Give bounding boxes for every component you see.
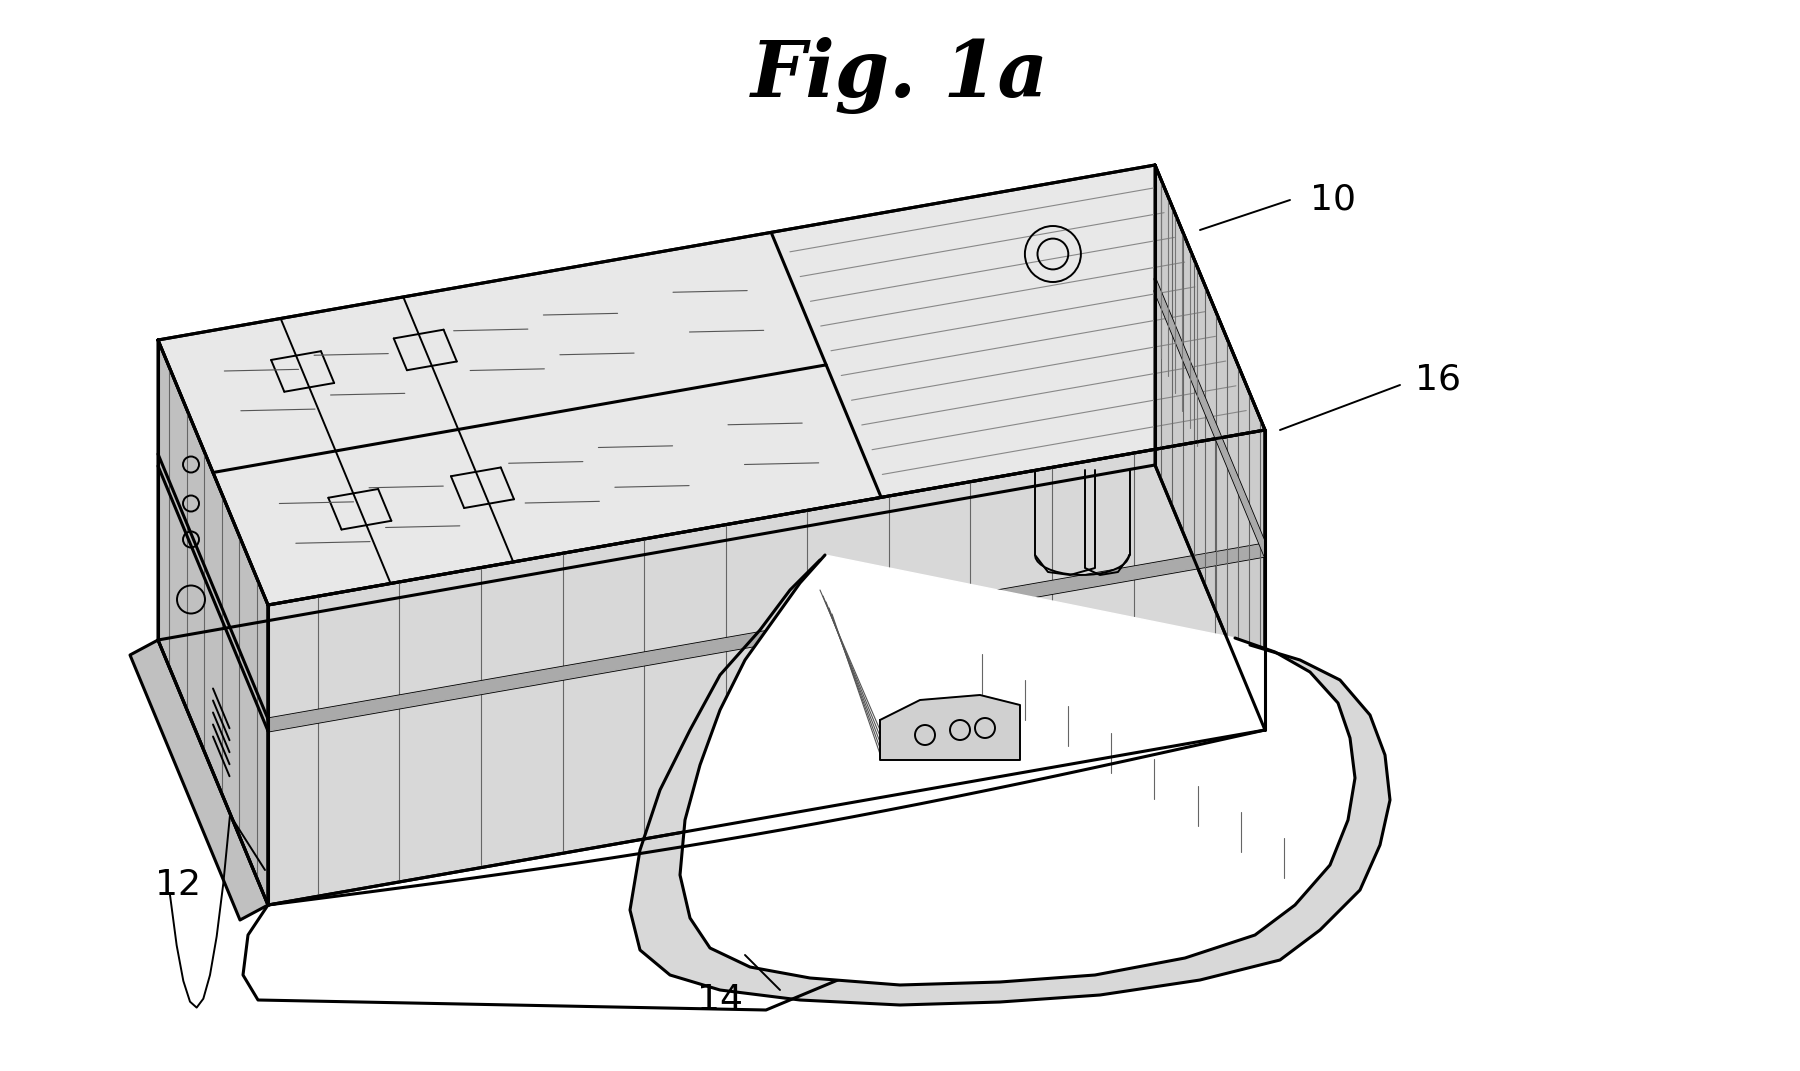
Text: 14: 14 bbox=[697, 983, 743, 1017]
Text: 12: 12 bbox=[155, 868, 202, 902]
Text: Fig. 1a: Fig. 1a bbox=[751, 36, 1049, 114]
Polygon shape bbox=[1156, 165, 1265, 730]
Text: 16: 16 bbox=[1415, 363, 1462, 397]
Polygon shape bbox=[158, 340, 268, 905]
Polygon shape bbox=[268, 429, 1265, 905]
Polygon shape bbox=[130, 640, 268, 920]
Text: 10: 10 bbox=[1310, 183, 1355, 217]
Polygon shape bbox=[630, 560, 1390, 1005]
Polygon shape bbox=[158, 165, 1265, 605]
Polygon shape bbox=[680, 555, 1355, 985]
Polygon shape bbox=[1156, 280, 1265, 556]
Polygon shape bbox=[268, 544, 1265, 731]
Polygon shape bbox=[880, 695, 1021, 760]
